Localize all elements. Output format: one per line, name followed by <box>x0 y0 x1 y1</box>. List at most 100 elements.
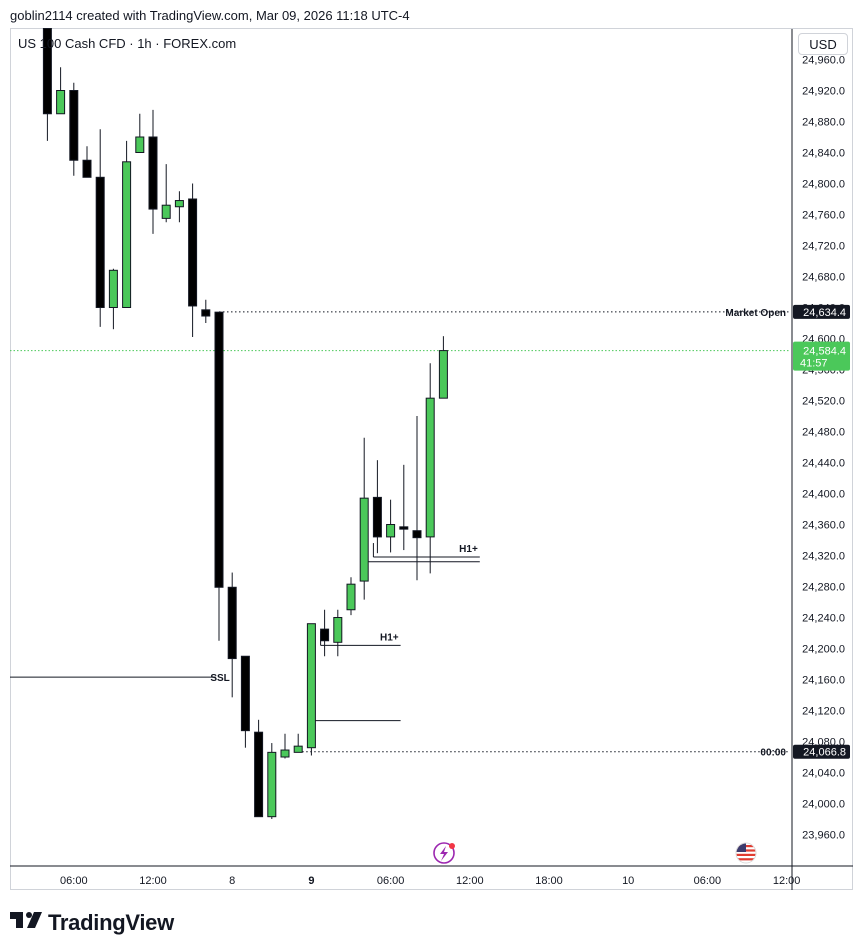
candle-body <box>135 136 145 153</box>
y-tick-label: 24,120.0 <box>802 706 845 718</box>
candle-body <box>386 524 396 538</box>
ssl-label: SSL <box>210 673 229 684</box>
current-price-label: 24,584.4 <box>803 346 846 358</box>
candle <box>412 416 422 581</box>
y-tick-label: 24,200.0 <box>802 644 845 656</box>
candle <box>201 299 211 323</box>
level-line-label: 00:00 <box>760 748 786 759</box>
price-label-bg <box>793 744 850 759</box>
candle <box>108 268 118 330</box>
y-tick-label: 24,960.0 <box>802 55 845 67</box>
candle-body <box>148 136 158 210</box>
candle-body <box>201 309 211 317</box>
candle <box>56 67 66 115</box>
y-tick-label: 24,920.0 <box>802 86 845 98</box>
candle-body <box>122 161 132 308</box>
candle <box>320 609 330 657</box>
candle <box>425 363 435 574</box>
price-axis[interactable]: 23,960.024,000.024,040.024,080.024,120.0… <box>802 55 845 842</box>
time-axis[interactable]: 06:00 12:00 8 9 06:00 12:00 18:00 10 06:00 12:00 <box>60 875 800 887</box>
brand-name: TradingView <box>48 910 174 935</box>
candle <box>306 623 316 756</box>
candle <box>122 140 132 308</box>
candle <box>267 743 277 819</box>
candle <box>42 28 52 141</box>
candle <box>148 109 158 234</box>
y-tick-label: 24,480.0 <box>802 427 845 439</box>
x-tick-label: 9 <box>308 875 314 887</box>
candle-body <box>359 497 369 582</box>
candle <box>82 146 92 178</box>
candle-body <box>438 350 448 399</box>
candle-body <box>56 90 66 115</box>
price-label: 24,066.8 <box>803 747 846 759</box>
candles-layer <box>42 28 448 819</box>
x-tick-label: 12:00 <box>456 875 484 887</box>
y-tick-label: 24,280.0 <box>802 582 845 594</box>
candle <box>227 572 237 698</box>
y-tick-label: 23,960.0 <box>802 830 845 842</box>
x-tick-label: 8 <box>229 875 235 887</box>
level-line-label: Market Open <box>725 308 786 319</box>
chart-credit: goblin2114 created with TradingView.com,… <box>10 8 410 23</box>
y-tick-label: 24,240.0 <box>802 613 845 625</box>
candle-body <box>240 655 250 732</box>
y-tick-label: 24,880.0 <box>802 117 845 129</box>
candle <box>174 191 184 223</box>
y-tick-label: 24,440.0 <box>802 458 845 470</box>
candle-body <box>69 90 79 161</box>
y-tick-label: 24,800.0 <box>802 179 845 191</box>
candle-body <box>161 204 171 219</box>
candle-body <box>333 617 343 643</box>
x-tick-label: 06:00 <box>377 875 405 887</box>
candle-body <box>254 731 264 818</box>
candle <box>188 183 198 337</box>
y-tick-label: 24,680.0 <box>802 272 845 284</box>
candle-body <box>425 397 435 538</box>
chart-frame <box>10 28 853 890</box>
price-labels-layer: 24,634.4 24,066.8 24,584.441:57 <box>793 304 850 759</box>
current-price-bg <box>793 341 850 371</box>
candle-body <box>42 28 52 115</box>
candle-body <box>293 745 303 753</box>
y-tick-label: 24,360.0 <box>802 520 845 532</box>
candle <box>95 129 105 327</box>
candle-body <box>399 526 409 530</box>
candle <box>280 733 290 759</box>
y-tick-label: 24,840.0 <box>802 148 845 160</box>
us-flag-icon[interactable] <box>735 842 757 864</box>
countdown-label: 41:57 <box>800 358 828 370</box>
y-tick-label: 24,320.0 <box>802 551 845 563</box>
x-tick-label: 06:00 <box>694 875 722 887</box>
candle-body <box>227 586 237 660</box>
candle <box>333 609 343 657</box>
candle <box>293 733 303 753</box>
candle-body <box>346 583 356 611</box>
candle-body <box>372 496 382 538</box>
candle <box>386 499 396 553</box>
drawing-layer: Market Open 00:00 SSL H1+ H1+ <box>10 308 790 759</box>
candle-body <box>306 623 316 749</box>
candle-body <box>82 159 92 178</box>
price-label: 24,634.4 <box>803 307 846 319</box>
tradingview-logo-icon[interactable] <box>10 908 44 932</box>
candle <box>346 577 356 616</box>
candle-body <box>412 530 422 539</box>
candle-body <box>174 200 184 208</box>
currency-button[interactable]: USD <box>798 33 848 55</box>
y-tick-label: 24,400.0 <box>802 489 845 501</box>
candle-body <box>267 751 277 818</box>
y-tick-label: 24,000.0 <box>802 799 845 811</box>
candle-body <box>188 198 198 307</box>
candle <box>254 719 264 818</box>
candle-body <box>108 269 118 308</box>
candle-body <box>214 311 224 588</box>
lightning-icon[interactable] <box>433 842 455 864</box>
x-tick-label: 06:00 <box>60 875 88 887</box>
h1-label: H1+ <box>380 632 399 643</box>
y-tick-label: 24,760.0 <box>802 210 845 222</box>
price-label-bg <box>793 304 850 319</box>
candle <box>214 311 224 641</box>
candle <box>240 655 250 748</box>
